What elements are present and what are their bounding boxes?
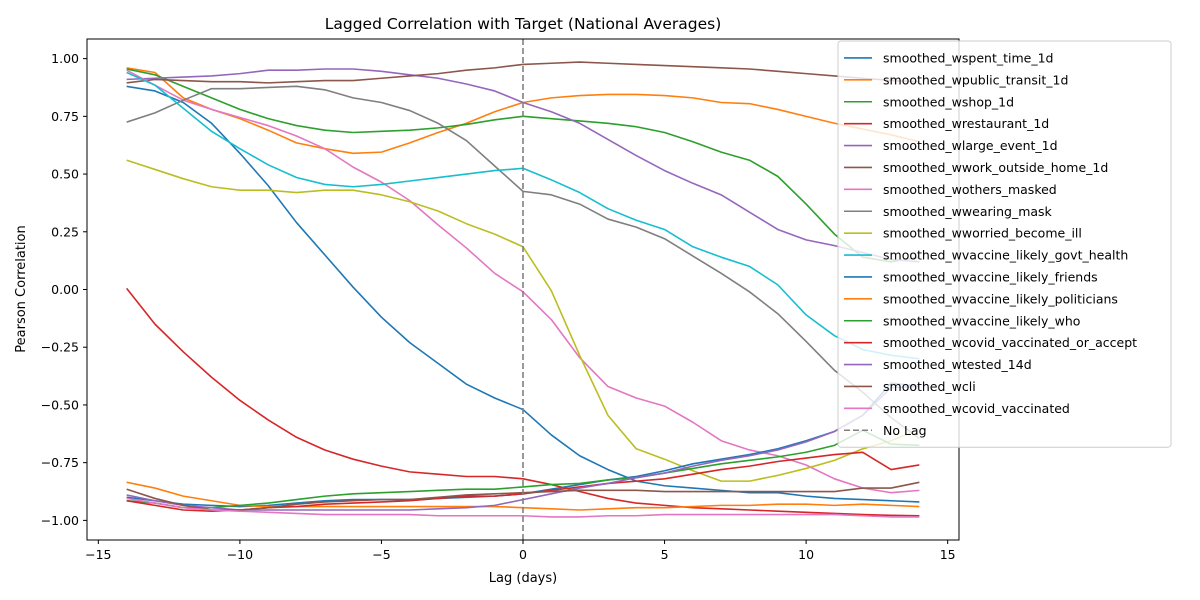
legend-label: smoothed_wshop_1d <box>883 94 1014 109</box>
x-tick-label: 0 <box>519 547 527 562</box>
series-line-smoothed-wwearing-mask <box>126 85 920 440</box>
legend-label: smoothed_wlarge_event_1d <box>883 138 1058 153</box>
y-tick-label: −1.00 <box>41 513 79 528</box>
axes: −15 −10 −5 0 5 10 15 −1.00 −0.75 −0.50 −0.25 0.00 0.… <box>41 38 960 562</box>
legend-label: smoothed_wcovid_vaccinated_or_accept <box>883 335 1137 350</box>
legend-label: smoothed_wvaccine_likely_friends <box>883 269 1098 284</box>
x-tick-label: 10 <box>798 547 814 562</box>
legend-label: smoothed_wpublic_transit_1d <box>883 72 1068 87</box>
x-tick-label: 5 <box>661 547 669 562</box>
y-tick-label: −0.50 <box>41 397 79 412</box>
legend-label: smoothed_wspent_time_1d <box>883 50 1054 65</box>
legend-label: smoothed_wvaccine_likely_who <box>883 313 1080 328</box>
x-tick-label: −10 <box>227 547 253 562</box>
series-line-smoothed-wcovid-vaccinated <box>126 497 920 518</box>
plot-area <box>126 39 920 540</box>
legend: smoothed_wspent_time_1d smoothed_wpublic_… <box>837 40 1172 448</box>
legend-box <box>837 40 1172 448</box>
y-tick-label: −0.75 <box>41 455 79 470</box>
series-line-smoothed-wrestaurant-1d <box>126 287 920 517</box>
series-line-smoothed-wwork-outside-home-1d <box>126 61 920 84</box>
legend-label: smoothed_wvaccine_likely_politicians <box>883 291 1118 306</box>
legend-label: smoothed_wtested_14d <box>883 357 1032 372</box>
x-tick-label: −5 <box>372 547 390 562</box>
x-tick-label: 15 <box>940 547 956 562</box>
y-tick-label: 0.25 <box>51 224 79 239</box>
legend-label: smoothed_wothers_masked <box>883 182 1057 197</box>
legend-label: No Lag <box>883 423 927 438</box>
y-tick-label: −0.25 <box>41 340 79 355</box>
legend-label: smoothed_wcli <box>883 379 976 394</box>
legend-label: smoothed_wvaccine_likely_govt_health <box>883 248 1128 263</box>
x-axis-label: Lag (days) <box>489 571 557 586</box>
series-line-smoothed-wvaccine-likely-who <box>126 429 920 509</box>
y-axis-label: Pearson Correlation <box>14 225 29 352</box>
y-tick-label: 0.00 <box>51 282 79 297</box>
chart-title: Lagged Correlation with Target (National… <box>325 15 722 33</box>
y-tick-label: 1.00 <box>51 51 79 66</box>
x-tick-label: −15 <box>85 547 111 562</box>
legend-label: smoothed_wwork_outside_home_1d <box>883 160 1108 175</box>
legend-label: smoothed_wrestaurant_1d <box>883 116 1049 131</box>
y-tick-label: 0.50 <box>51 167 79 182</box>
legend-label: smoothed_wcovid_vaccinated <box>883 401 1070 416</box>
y-tick-label: 0.75 <box>51 109 79 124</box>
legend-label: smoothed_wwearing_mask <box>883 204 1053 219</box>
legend-label: smoothed_wworried_become_ill <box>883 226 1082 241</box>
